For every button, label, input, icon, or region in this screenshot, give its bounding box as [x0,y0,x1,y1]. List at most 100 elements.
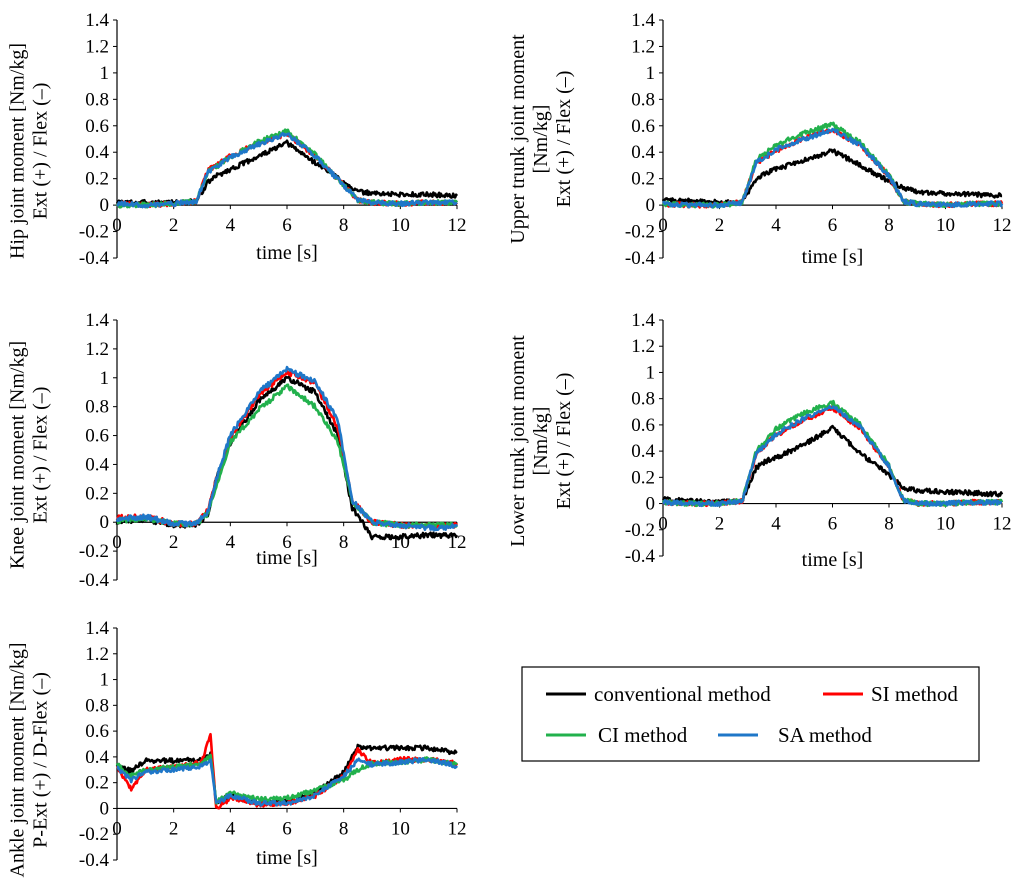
series-line-sa [116,756,459,807]
x-tick-label: 8 [884,514,894,535]
series-line-conventional [115,375,459,541]
y-tick-label: 0.4 [85,747,109,768]
x-tick-label: 10 [936,215,955,236]
y-tick-label: 0.2 [85,169,109,190]
panel-lower-trunk: -0.4-0.200.20.40.60.811.21.40 2 4 6 8 10 12tim… [507,310,1012,571]
x-tick-label: 6 [282,532,292,553]
y-tick-label: 0.6 [631,415,655,436]
x-tick-label: 4 [226,532,236,553]
x-axis-label: time [s] [256,847,318,869]
y-tick-label: 0.4 [631,142,655,163]
y-tick-label: 0.2 [85,773,109,794]
x-tick-label: 12 [993,514,1012,535]
y-axis-label: Lower trunk joint moment[Nm/kg]Ext (+) /… [507,335,575,547]
series-line-conventional [661,424,1004,506]
x-tick-label: 8 [884,215,894,236]
x-tick-label: 2 [169,532,179,553]
y-tick-label: -0.4 [79,248,110,269]
y-tick-label: -0.4 [79,850,110,871]
x-tick-label: 0 [658,514,668,535]
x-tick-label: 8 [339,532,349,553]
x-tick-label: 6 [282,818,292,839]
y-tick-label: 1.2 [85,644,109,665]
y-tick-label: 1 [646,63,656,84]
y-tick-label: 1.2 [631,336,655,357]
y-tick-label: -0.2 [79,541,109,562]
y-tick-label: 0.4 [85,142,109,163]
y-tick-label: 1.4 [631,10,655,31]
y-tick-label: 0.6 [85,116,109,137]
series-line-sa [116,132,458,209]
y-tick-label: 0.8 [85,695,109,716]
y-tick-label: -0.4 [625,546,656,567]
y-tick-label: 0.6 [85,426,109,447]
legend-label-sa: SA method [778,723,872,747]
y-tick-label: 0 [100,195,110,216]
y-tick-label: 0.2 [631,169,655,190]
x-tick-label: 8 [339,215,349,236]
y-tick-label: 1.4 [85,618,109,639]
x-tick-label: 0 [112,818,122,839]
panel-ankle: -0.4-0.200.20.40.60.811.21.40 2 4 6 8 10 12tim… [7,618,467,877]
y-axis-label: Ankle joint moment [Nm/kg]P-Ext (+) / D-… [7,643,52,878]
y-tick-label: 1.2 [85,36,109,57]
y-tick-label: 1.4 [631,310,655,331]
y-axis-label: Knee joint moment [Nm/kg]Ext (+) / Flex … [7,341,52,569]
series-line-sa [662,404,1003,508]
x-tick-label: 12 [993,215,1012,236]
y-tick-label: -0.4 [625,248,656,269]
x-tick-label: 4 [771,514,781,535]
x-tick-label: 0 [112,532,122,553]
legend-box [521,666,980,762]
y-tick-label: 0 [100,798,110,819]
panel-knee: -0.4-0.200.20.40.60.811.21.40 2 4 6 8 10 12tim… [7,310,467,591]
chart-panels: -0.4-0.200.20.40.60.811.21.40 2 4 6 8 10 12tim… [7,10,1012,877]
y-tick-label: 0.8 [85,89,109,110]
series-line-conventional [661,148,1003,206]
x-tick-label: 12 [448,215,467,236]
series-line-sa [115,365,459,532]
x-tick-label: 4 [226,215,236,236]
series-line-sa [662,127,1004,209]
panel-upper-trunk: -0.4-0.200.20.40.60.811.21.40 2 4 6 8 10 12tim… [507,10,1012,269]
y-tick-label: 0 [646,195,656,216]
x-tick-label: 10 [391,215,410,236]
x-tick-label: 12 [448,818,467,839]
series-line-si [115,369,458,530]
x-tick-label: 10 [391,818,410,839]
y-tick-label: 0.2 [631,467,655,488]
y-tick-label: 1 [100,368,110,389]
y-axis-label: Hip joint moment [Nm/kg]Ext (+) / Flex (… [7,43,52,259]
y-tick-label: 0.8 [631,89,655,110]
y-tick-label: 0.2 [85,483,109,504]
y-tick-label: -0.2 [79,222,109,243]
x-tick-label: 2 [169,215,179,236]
series-line-conventional [115,139,459,207]
x-tick-label: 10 [936,514,955,535]
y-tick-label: 0.8 [631,389,655,410]
y-tick-label: 1.4 [85,310,109,331]
y-tick-label: -0.4 [79,570,110,591]
y-tick-label: 0.4 [631,441,655,462]
y-tick-label: 0 [646,494,656,515]
y-tick-label: 1.2 [85,339,109,360]
x-tick-label: 4 [226,818,236,839]
x-tick-label: 6 [828,514,838,535]
x-tick-label: 2 [715,514,725,535]
y-tick-label: 0.8 [85,397,109,418]
y-tick-label: -0.2 [79,824,109,845]
series-line-ci [116,383,459,529]
x-tick-label: 4 [771,215,781,236]
x-tick-label: 2 [169,818,179,839]
y-axis-label: Upper trunk joint moment[Nm/kg]Ext (+) /… [507,34,575,244]
y-tick-label: -0.2 [625,222,655,243]
legend: conventional method SI method CI method … [521,666,980,762]
x-tick-label: 6 [828,215,838,236]
y-tick-label: 1.2 [631,36,655,57]
y-tick-label: 0.6 [85,721,109,742]
y-tick-label: -0.2 [625,520,655,541]
y-tick-label: 0.4 [85,454,109,475]
x-axis-label: time [s] [802,246,864,268]
y-tick-label: 1 [646,362,656,383]
